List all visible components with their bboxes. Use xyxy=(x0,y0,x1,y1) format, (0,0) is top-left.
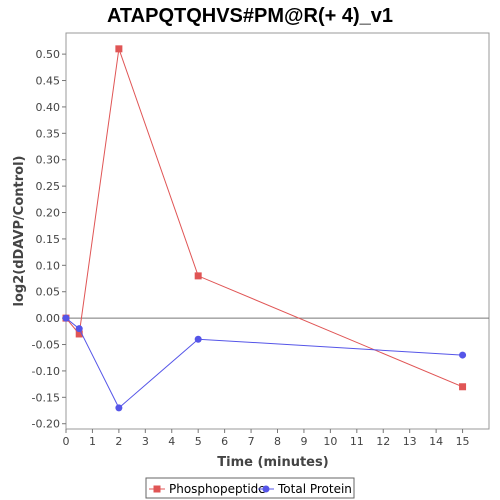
y-tick-label: -0.20 xyxy=(32,418,60,431)
x-tick-label: 8 xyxy=(274,435,281,448)
x-tick-label: 2 xyxy=(115,435,122,448)
x-tick-label: 6 xyxy=(221,435,228,448)
y-tick-label: -0.05 xyxy=(32,339,60,352)
x-tick-label: 9 xyxy=(300,435,307,448)
y-tick-label: 0.20 xyxy=(36,207,61,220)
y-tick-label: 0.10 xyxy=(36,259,61,272)
total-protein-point xyxy=(75,325,83,333)
legend-total-protein-label: Total Protein xyxy=(277,482,352,496)
x-axis: 0 1 2 3 4 5 6 7 8 9 10 11 12 13 14 15 xyxy=(63,429,470,448)
y-tick-label: 0.50 xyxy=(36,48,61,61)
total-protein-point xyxy=(459,351,467,359)
phosphopeptide-point xyxy=(194,272,202,280)
y-tick-label: -0.15 xyxy=(32,391,60,404)
plot-area xyxy=(65,32,490,430)
total-protein-point xyxy=(62,314,70,322)
x-tick-label: 14 xyxy=(429,435,443,448)
x-tick-label: 11 xyxy=(350,435,364,448)
x-axis-label: Time (minutes) xyxy=(217,455,328,470)
y-tick-label: 0.30 xyxy=(36,154,61,167)
x-tick-label: 0 xyxy=(63,435,70,448)
x-tick-label: 3 xyxy=(142,435,149,448)
legend: Phosphopeptide Total Protein xyxy=(145,477,355,499)
phosphopeptide-point xyxy=(459,383,467,391)
x-tick-label: 12 xyxy=(376,435,390,448)
legend-box xyxy=(145,477,355,499)
phosphopeptide-point xyxy=(115,45,123,53)
chart-title: ATAPQTQHVS#PM@R(+ 4)_v1 xyxy=(107,5,393,27)
legend-phosphopeptide-label: Phosphopeptide xyxy=(169,482,266,496)
x-tick-label: 4 xyxy=(168,435,175,448)
legend-total-protein-marker xyxy=(262,485,270,493)
total-protein-point xyxy=(115,404,123,412)
x-tick-label: 13 xyxy=(403,435,417,448)
x-tick-label: 15 xyxy=(456,435,470,448)
x-tick-label: 5 xyxy=(195,435,202,448)
phosphopeptide-point xyxy=(75,330,83,338)
y-axis-label: log2(dDAVP/Control) xyxy=(12,156,27,307)
x-tick-label: 1 xyxy=(89,435,96,448)
y-tick-label: 0.40 xyxy=(36,101,61,114)
y-tick-label: 0.00 xyxy=(36,312,61,325)
y-tick-label: 0.25 xyxy=(36,180,61,193)
x-tick-label: 7 xyxy=(248,435,255,448)
y-axis: -0.20 -0.15 -0.10 -0.05 0.00 0.05 0.10 0.15 0.20… xyxy=(32,48,66,431)
y-tick-label: 0.45 xyxy=(36,75,61,88)
y-tick-label: 0.05 xyxy=(36,286,61,299)
y-tick-label: 0.35 xyxy=(36,127,61,140)
x-tick-label: 10 xyxy=(323,435,337,448)
total-protein-point xyxy=(194,335,202,343)
series-layer xyxy=(62,45,467,412)
legend-phosphopeptide-marker xyxy=(153,485,161,493)
y-tick-label: 0.15 xyxy=(36,233,61,246)
y-tick-label: -0.10 xyxy=(32,365,60,378)
